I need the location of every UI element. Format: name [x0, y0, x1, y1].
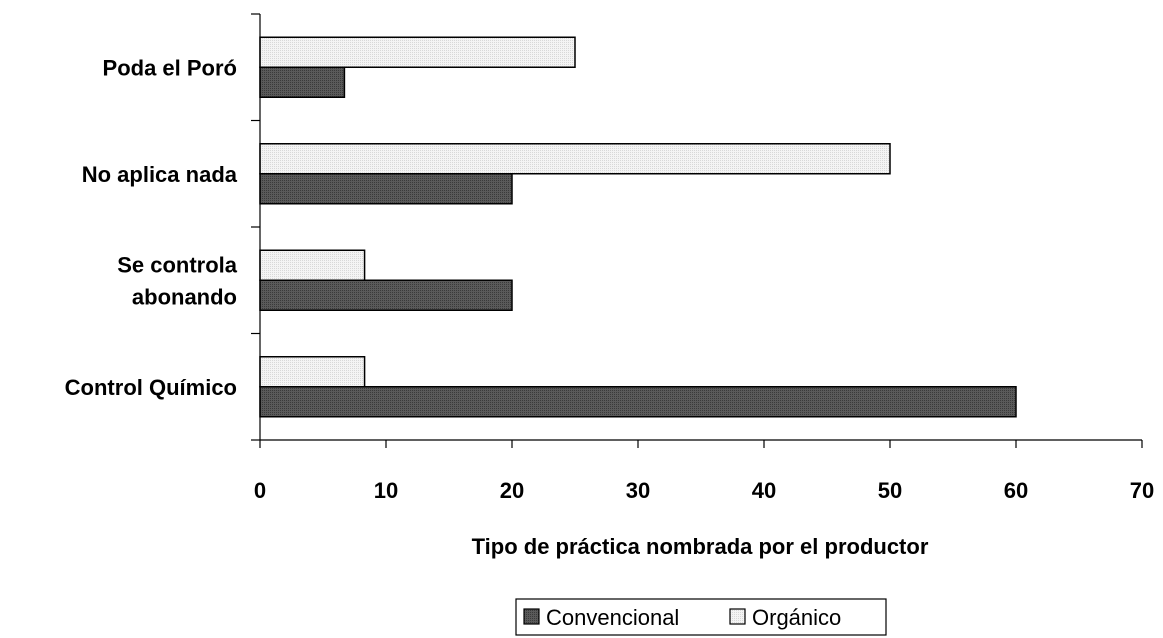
x-tick-label: 10 [374, 478, 398, 503]
category-label: Poda el Poró [103, 55, 237, 80]
bar-orgánico-0 [259, 356, 366, 388]
legend-box [515, 598, 887, 636]
x-tick-label: 30 [626, 478, 650, 503]
category-label: Control Químico [65, 375, 237, 400]
legend-swatch-convencional [523, 608, 540, 625]
x-tick-label: 50 [878, 478, 902, 503]
legend-label-convencional: Convencional [546, 605, 679, 630]
bar-convencional-3 [259, 66, 346, 98]
legend: Convencional Orgánico [515, 598, 887, 636]
legend-swatch-orgánico [729, 608, 746, 625]
labels-layer: Control Químico Se controla abonando No apl… [65, 55, 1155, 503]
x-tick-label: 0 [254, 478, 266, 503]
category-label: Se controla abonando [117, 252, 238, 309]
x-tick-label: 20 [500, 478, 524, 503]
bar-convencional-1 [259, 279, 513, 311]
x-tick-label: 40 [752, 478, 776, 503]
x-tick-label: 60 [1004, 478, 1028, 503]
legend-label-orgánico: Orgánico [752, 605, 841, 630]
bar-orgánico-3 [259, 36, 576, 68]
bars-layer [259, 36, 1017, 418]
category-label: No aplica nada [82, 162, 238, 187]
bar-convencional-0 [259, 386, 1017, 418]
x-axis-title: Tipo de práctica nombrada por el product… [472, 534, 929, 559]
bar-convencional-2 [259, 173, 513, 205]
axes-layer [251, 13, 1143, 448]
x-tick-label: 70 [1130, 478, 1154, 503]
bar-orgánico-2 [259, 143, 891, 175]
bar-orgánico-1 [259, 249, 366, 281]
